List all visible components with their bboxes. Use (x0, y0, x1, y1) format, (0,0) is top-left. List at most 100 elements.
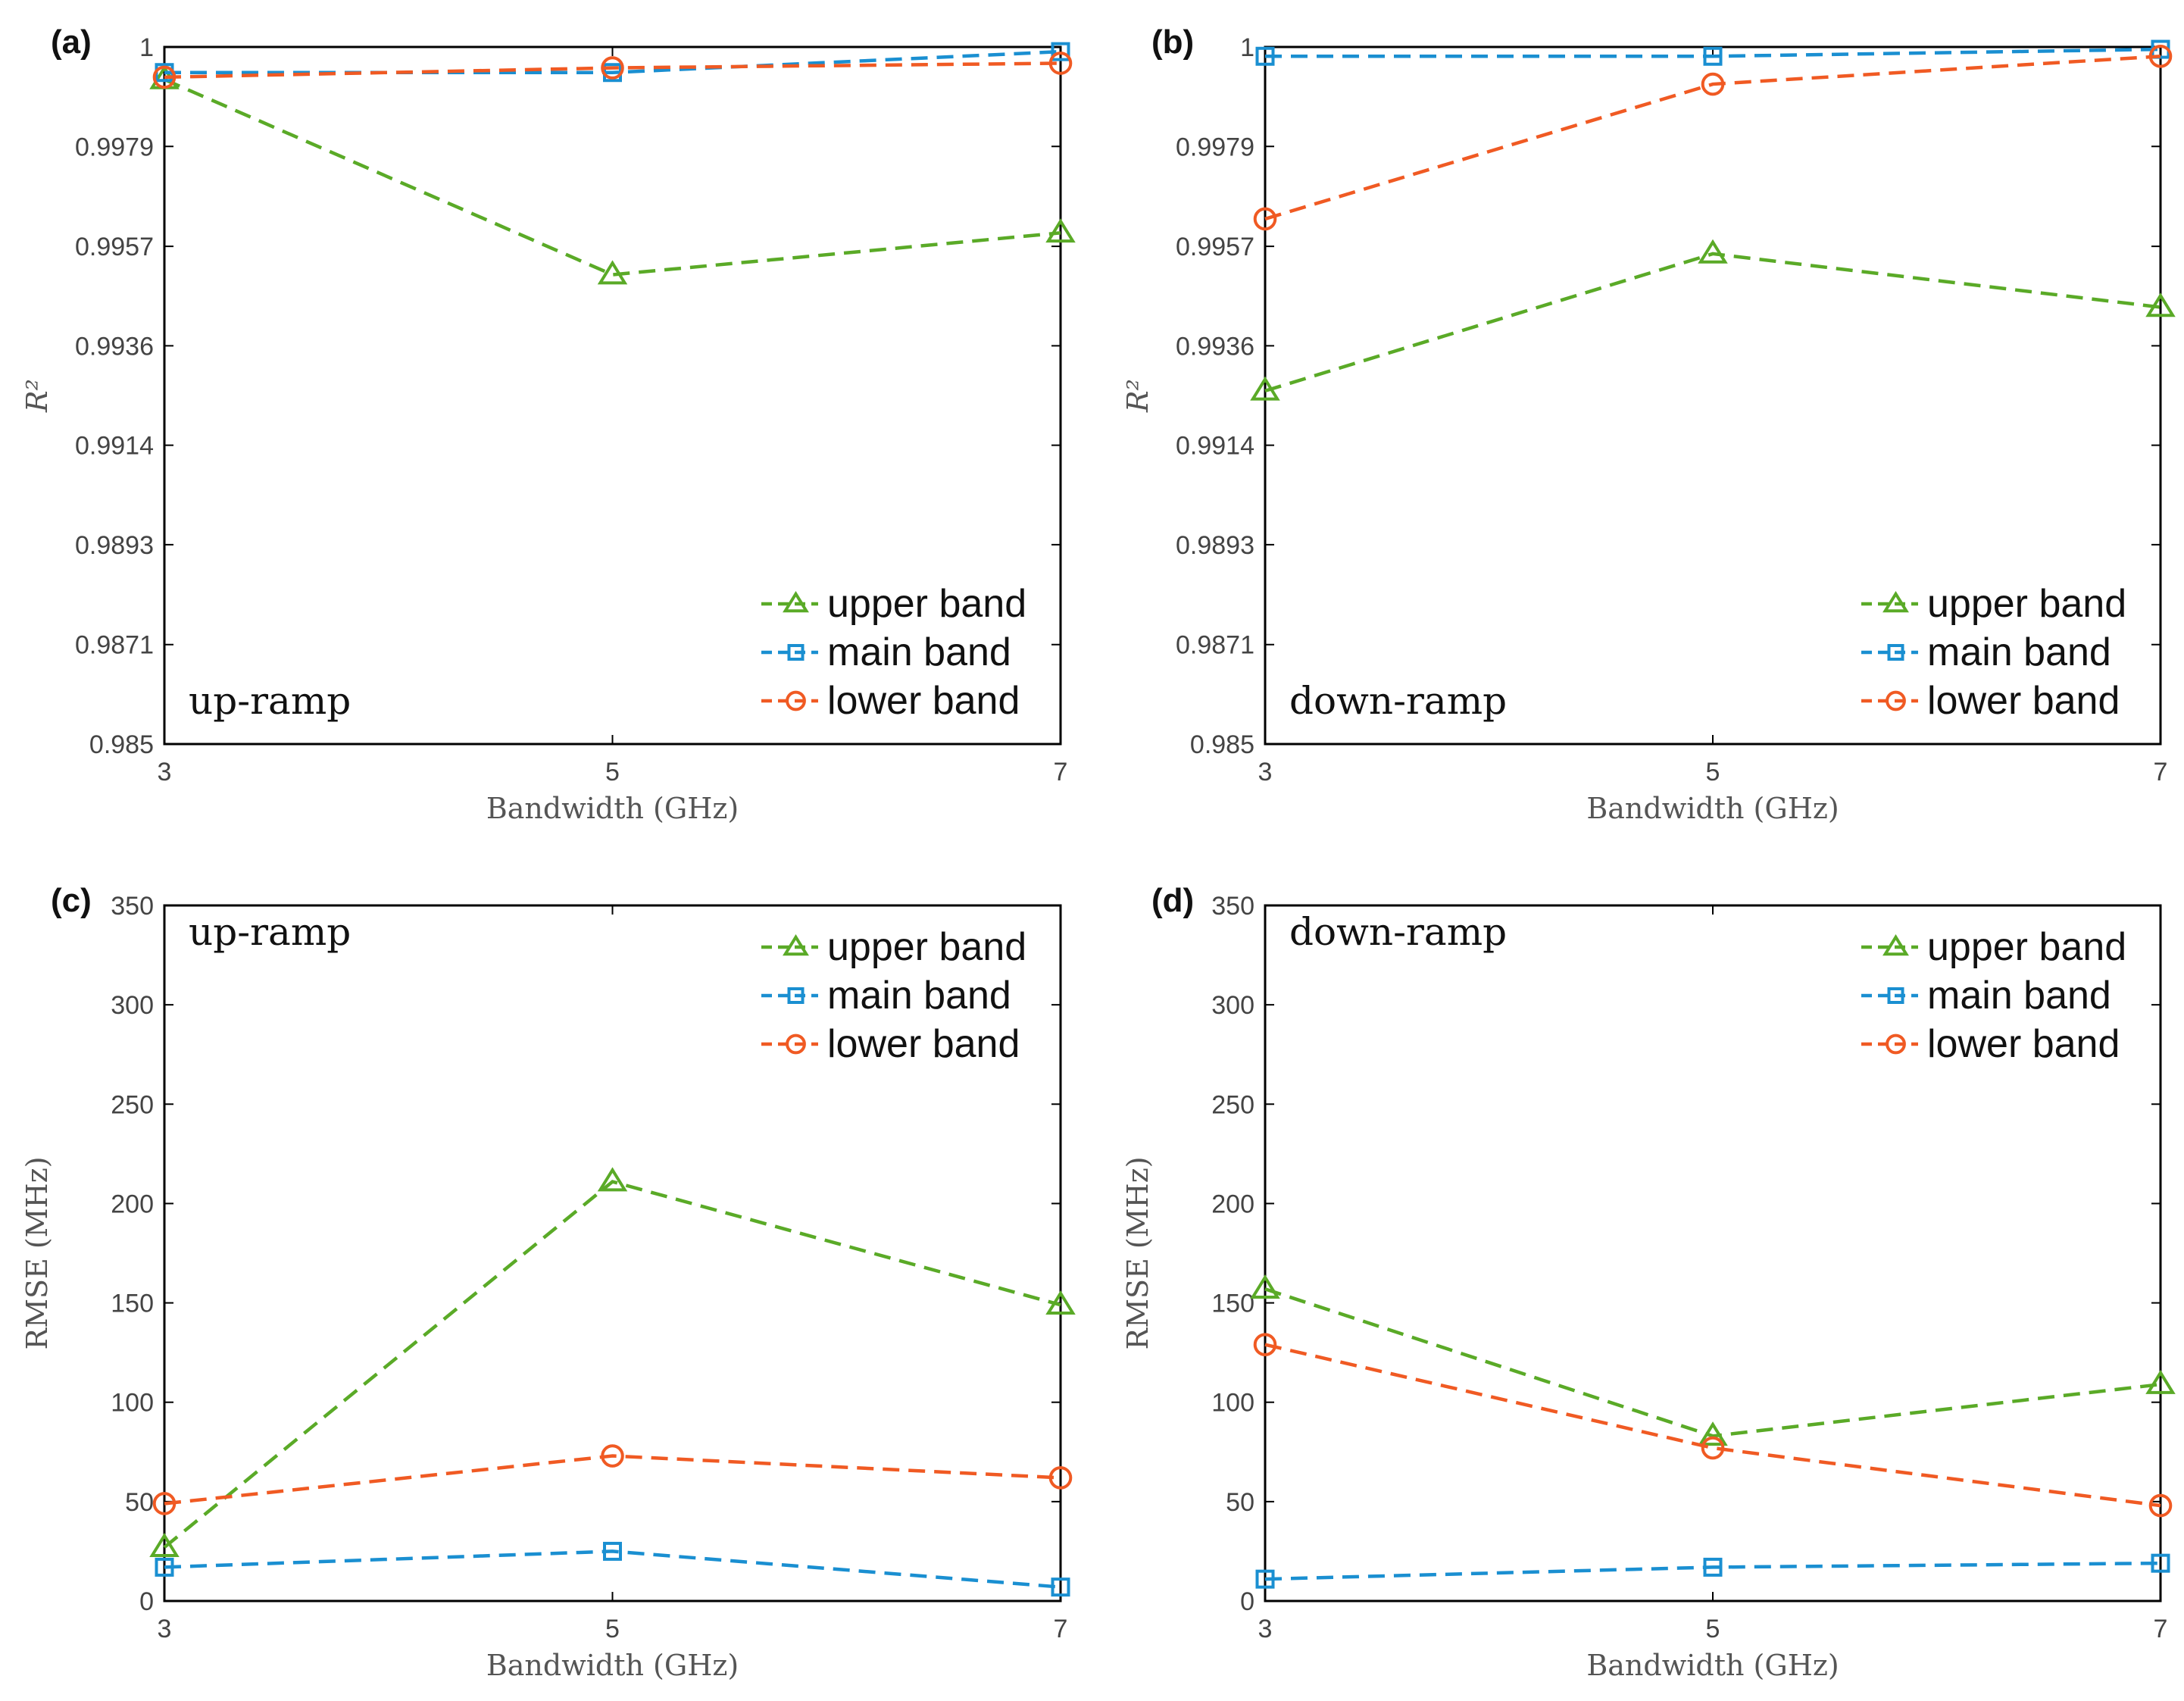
x-tick-label: 5 (1706, 1615, 1720, 1643)
legend-marker-lower (1886, 1033, 1906, 1055)
y-tick-label: 150 (1211, 1290, 1254, 1318)
x-tick-label: 7 (1054, 758, 1068, 786)
y-axis-label: R² (1121, 379, 1154, 413)
y-tick-label: 0 (139, 1587, 154, 1616)
y-tick-label: 0.9979 (1176, 133, 1254, 161)
data-point-main (1703, 1557, 1723, 1577)
y-axis-label: RMSE (MHz) (20, 1156, 54, 1349)
chart-panel-d: 0 50 100 150 200 250 300 350 3 5 7 Bandwidth (GHz) R… (1121, 882, 2176, 1682)
x-tick-label: 3 (158, 1615, 172, 1643)
data-point-upper (1250, 1274, 1280, 1299)
legend-label-lower: lower band (1927, 679, 2120, 723)
data-point-lower (1048, 1466, 1073, 1490)
y-tick-label: 50 (125, 1488, 154, 1517)
legend-marker-upper (1882, 933, 1909, 956)
series-line-lower (1264, 55, 2161, 221)
series-line-main (1265, 47, 2161, 58)
y-tick-label: 1 (139, 33, 154, 62)
data-point-main (1051, 42, 1070, 61)
y-tick-label: 1 (1240, 33, 1254, 62)
data-point-lower (1253, 207, 1277, 231)
y-tick-label: 350 (111, 892, 154, 921)
data-point-lower (1701, 1436, 1725, 1460)
legend-label-upper: upper band (1927, 925, 2126, 969)
ramp-annotation: down-ramp (1289, 910, 1507, 954)
data-point-lower (152, 65, 177, 89)
data-point-main (155, 1557, 174, 1577)
x-axis-label: Bandwidth (GHz) (486, 792, 739, 825)
x-tick-label: 7 (2154, 758, 2168, 786)
x-tick-label: 5 (1706, 758, 1720, 786)
x-axis-label: Bandwidth (GHz) (486, 1649, 739, 1682)
legend-marker-upper (783, 933, 809, 956)
data-point-lower (2148, 44, 2173, 68)
data-point-upper (1250, 376, 1280, 401)
legend-marker-lower (786, 1033, 806, 1055)
data-point-upper (597, 260, 628, 285)
y-tick-label: 100 (111, 1389, 154, 1418)
y-tick-label: 0.9936 (1176, 332, 1254, 361)
series-line-main (164, 1549, 1061, 1589)
y-tick-label: 50 (1226, 1488, 1254, 1517)
y-tick-label: 0.9893 (1176, 531, 1254, 560)
data-point-lower (152, 1492, 177, 1515)
panel-label: (c) (51, 882, 92, 919)
legend-marker-main (787, 644, 805, 661)
y-tick-label: 0.9957 (1176, 233, 1254, 261)
y-tick-label: 300 (1211, 991, 1254, 1020)
y-tick-label: 350 (1211, 892, 1254, 921)
legend-label-main: main band (827, 630, 1011, 674)
chart-panel-b: 0.985 0.9871 0.9893 0.9914 0.9936 0.9957 0.997… (1121, 23, 2176, 825)
data-point-lower (601, 56, 624, 80)
series-line-upper (1264, 1287, 2161, 1438)
y-tick-label: 0.985 (89, 730, 154, 759)
y-axis-label: R² (20, 379, 54, 413)
legend-marker-upper (783, 590, 809, 613)
y-tick-label: 0.9914 (1176, 432, 1254, 461)
series-line-main (1264, 1561, 2161, 1581)
x-tick-label: 3 (1258, 758, 1273, 786)
data-point-lower (2148, 1493, 2173, 1518)
chart-panel-a: 0.985 0.9871 0.9893 0.9914 0.9936 0.9957 0.997… (20, 23, 1076, 825)
x-axis-label: Bandwidth (GHz) (1586, 792, 1839, 825)
data-point-upper (1698, 239, 1728, 264)
ramp-annotation: up-ramp (189, 679, 351, 723)
y-tick-label: 0.9893 (75, 531, 154, 560)
data-point-main (1255, 1569, 1275, 1589)
y-tick-label: 150 (111, 1290, 154, 1318)
y-tick-label: 0.9914 (75, 432, 154, 461)
y-tick-label: 0.9871 (75, 631, 154, 660)
y-tick-label: 200 (111, 1190, 154, 1218)
legend-marker-lower (1886, 690, 1906, 711)
y-tick-label: 250 (111, 1090, 154, 1119)
chart-panel-c: 0 50 100 150 200 250 300 350 3 5 7 Bandwidth (GHz) R… (20, 882, 1076, 1682)
series-line-lower (164, 61, 1061, 80)
x-tick-label: 5 (605, 758, 620, 786)
data-point-upper (2145, 292, 2176, 317)
legend-label-main: main band (1927, 630, 2111, 674)
series-line-lower (1264, 1343, 2161, 1508)
data-point-upper (1045, 218, 1076, 243)
y-tick-label: 300 (111, 991, 154, 1020)
panel-label: (d) (1151, 882, 1194, 919)
x-tick-label: 3 (158, 758, 172, 786)
data-point-main (1703, 46, 1723, 66)
legend-label-lower: lower band (827, 679, 1020, 723)
x-tick-label: 7 (1054, 1615, 1068, 1643)
legend-marker-lower (786, 690, 806, 711)
y-tick-label: 0.9957 (75, 233, 154, 261)
y-tick-label: 0.9936 (75, 332, 154, 361)
y-tick-label: 0.985 (1190, 730, 1254, 759)
y-tick-label: 0.9979 (75, 133, 154, 161)
legend-label-upper: upper band (827, 925, 1026, 969)
data-point-main (1051, 1577, 1070, 1597)
series-line-lower (164, 1454, 1061, 1506)
ramp-annotation: up-ramp (189, 910, 351, 954)
legend-label-main: main band (1927, 974, 2111, 1018)
legend-marker-main (1887, 987, 1904, 1004)
x-axis-label: Bandwidth (GHz) (1586, 1649, 1839, 1682)
data-point-lower (1253, 1333, 1277, 1356)
y-tick-label: 100 (1211, 1389, 1254, 1418)
data-point-upper (2145, 1369, 2176, 1394)
